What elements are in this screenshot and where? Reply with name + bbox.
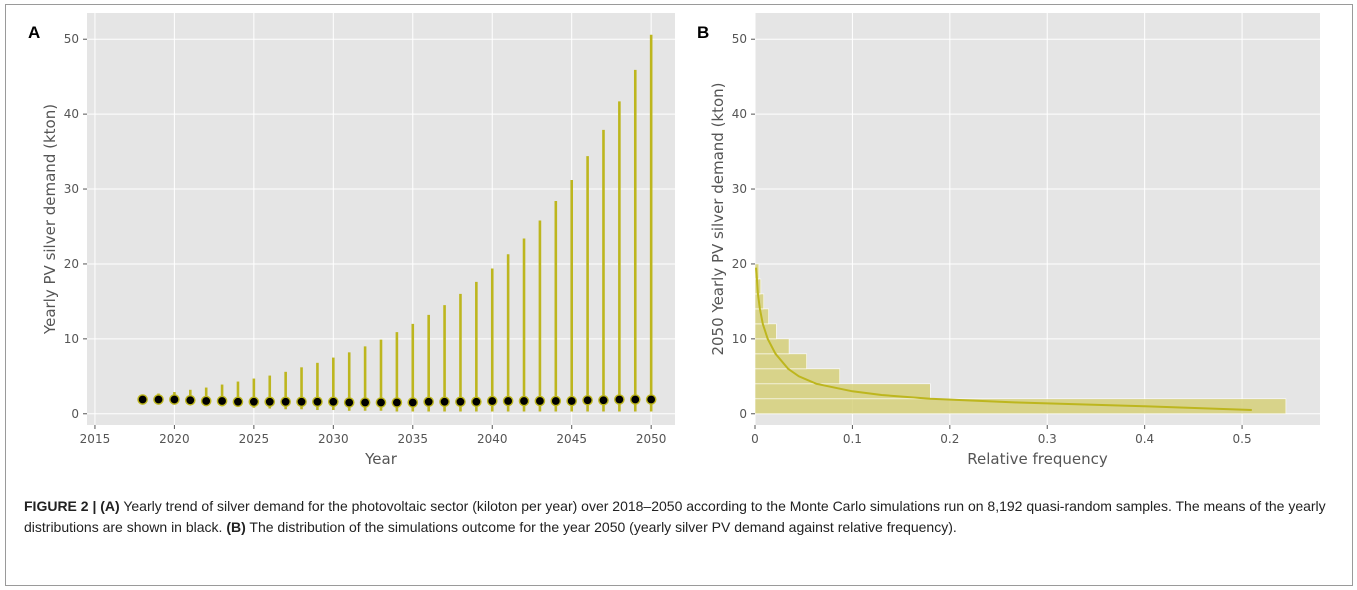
mean-point bbox=[566, 395, 578, 407]
caption-b-text: The distribution of the simulations outc… bbox=[249, 519, 957, 535]
mean-point bbox=[232, 396, 244, 408]
panel-b-density-curve bbox=[755, 267, 1252, 411]
x-tick-label: 2020 bbox=[159, 432, 190, 446]
mean-point bbox=[518, 395, 530, 407]
mean-point bbox=[550, 395, 562, 407]
y-tick-label: 10 bbox=[732, 332, 747, 346]
panel-a-ticks: 2015 2020 2025 2030 2035 2040 2045 205001020304… bbox=[64, 32, 667, 446]
mean-point bbox=[629, 394, 641, 405]
y-tick-label: 20 bbox=[64, 257, 79, 271]
x-tick-label: 0.5 bbox=[1233, 432, 1252, 446]
mean-point bbox=[200, 395, 212, 407]
mean-point bbox=[486, 395, 498, 407]
mean-point bbox=[439, 396, 450, 408]
panel-a-y-axis-label: Yearly PV silver demand (kton) bbox=[41, 104, 59, 335]
figure-frame bbox=[5, 4, 1353, 586]
mean-point bbox=[359, 397, 371, 408]
mean-point bbox=[312, 396, 323, 408]
x-tick-label: 0.3 bbox=[1038, 432, 1057, 446]
mean-point bbox=[375, 397, 387, 408]
y-tick-label: 50 bbox=[732, 32, 747, 46]
histogram-bar bbox=[754, 398, 1287, 415]
caption-b-label: (B) bbox=[226, 519, 246, 535]
y-tick-label: 30 bbox=[64, 182, 79, 196]
mean-point bbox=[423, 396, 434, 408]
y-tick-label: 40 bbox=[64, 107, 79, 121]
mean-point bbox=[614, 394, 625, 405]
panel-a-means bbox=[137, 394, 657, 408]
x-tick-label: 2045 bbox=[556, 432, 587, 446]
y-tick-label: 40 bbox=[732, 107, 747, 121]
panel-b-letter: B bbox=[697, 23, 709, 42]
panel-b-plot-area bbox=[755, 13, 1320, 425]
x-tick-label: 2025 bbox=[239, 432, 270, 446]
x-tick-label: 2015 bbox=[80, 432, 111, 446]
mean-point bbox=[582, 394, 593, 406]
mean-point bbox=[296, 396, 307, 408]
x-tick-label: 0 bbox=[751, 432, 759, 446]
x-tick-label: 2035 bbox=[398, 432, 429, 446]
x-tick-label: 0.2 bbox=[940, 432, 959, 446]
x-tick-label: 0.1 bbox=[843, 432, 862, 446]
y-tick-label: 10 bbox=[64, 332, 79, 346]
y-tick-label: 50 bbox=[64, 32, 79, 46]
panel-b-ticks: 0 0.1 0.2 0.3 0.4 0.5 0 10 20 30 40 50 bbox=[732, 32, 1252, 446]
density-curve-line bbox=[755, 267, 1252, 411]
y-tick-label: 20 bbox=[732, 257, 747, 271]
mean-point bbox=[391, 397, 403, 408]
panel-a: A 2015 2020 2025 2030 2035 2040 2045 2050010203… bbox=[28, 13, 675, 468]
panel-a-letter: A bbox=[28, 23, 40, 42]
mean-point bbox=[248, 396, 260, 408]
panel-a-x-axis-label: Year bbox=[364, 450, 398, 468]
mean-point bbox=[169, 394, 180, 405]
y-tick-label: 0 bbox=[71, 407, 79, 421]
mean-point bbox=[184, 394, 196, 406]
mean-point bbox=[471, 396, 482, 408]
mean-point bbox=[455, 396, 466, 408]
mean-point bbox=[407, 397, 419, 408]
x-tick-label: 2040 bbox=[477, 432, 508, 446]
caption-a-label: (A) bbox=[100, 498, 120, 514]
x-tick-label: 0.4 bbox=[1135, 432, 1154, 446]
mean-point bbox=[216, 395, 228, 407]
mean-point bbox=[280, 396, 291, 408]
mean-point bbox=[153, 394, 164, 405]
mean-point bbox=[645, 394, 657, 405]
x-tick-label: 2050 bbox=[636, 432, 667, 446]
mean-point bbox=[598, 394, 609, 406]
mean-point bbox=[137, 394, 148, 405]
mean-point bbox=[534, 395, 546, 407]
panel-b-y-axis-label: 2050 Yearly PV silver demand (kton) bbox=[709, 82, 727, 355]
mean-point bbox=[502, 395, 514, 407]
panel-b-x-axis-label: Relative frequency bbox=[967, 450, 1108, 468]
y-tick-label: 0 bbox=[739, 407, 747, 421]
panel-b: B 0 0.1 0.2 0.3 0.4 0.5 0 10 20 30 40 50 Relative f… bbox=[697, 13, 1320, 468]
caption-a-text: Yearly trend of silver demand for the ph… bbox=[24, 498, 1326, 535]
mean-point bbox=[328, 396, 339, 408]
caption-figure-label: FIGURE 2 | bbox=[24, 498, 97, 514]
panel-a-ranges bbox=[141, 34, 653, 412]
x-tick-label: 2030 bbox=[318, 432, 349, 446]
y-tick-label: 30 bbox=[732, 182, 747, 196]
figure-caption: FIGURE 2 | (A) Yearly trend of silver de… bbox=[24, 496, 1334, 538]
mean-point bbox=[264, 396, 276, 408]
mean-point bbox=[343, 397, 355, 408]
